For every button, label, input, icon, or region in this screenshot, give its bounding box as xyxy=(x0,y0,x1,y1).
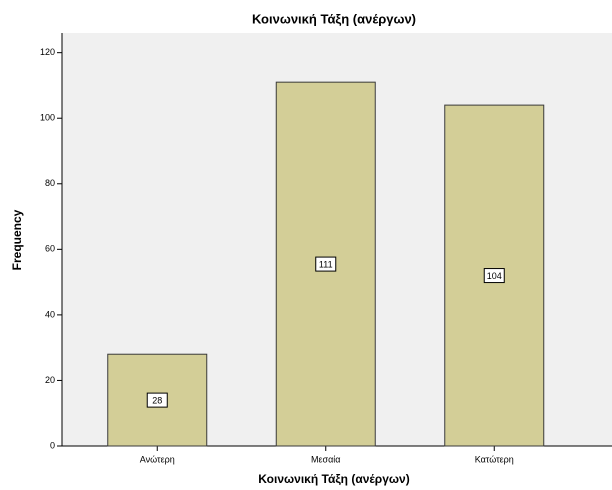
y-tick-label: 20 xyxy=(45,375,55,385)
data-label: 111 xyxy=(319,259,333,269)
y-tick-label: 120 xyxy=(40,47,55,57)
data-label-box xyxy=(315,256,337,272)
x-tick-label: Μεσαία xyxy=(311,454,340,464)
data-label: 28 xyxy=(152,395,162,405)
chart-title: Κοινωνική Τάξη (ανέργων) xyxy=(252,11,416,26)
x-axis-label: Κοινωνική Τάξη (ανέργων) xyxy=(258,472,409,486)
data-label-box xyxy=(483,268,505,284)
y-tick-label: 60 xyxy=(45,244,55,254)
y-tick-label: 100 xyxy=(40,113,55,123)
x-tick-label: Ανώτερη xyxy=(140,454,175,464)
y-axis-label: Frequency xyxy=(10,209,24,270)
data-label: 104 xyxy=(487,271,502,281)
data-label-box xyxy=(146,392,168,408)
y-tick-label: 40 xyxy=(45,309,55,319)
y-tick-label: 80 xyxy=(45,178,55,188)
x-tick-label: Κατώτερη xyxy=(475,454,514,464)
y-tick-label: 0 xyxy=(50,440,55,450)
